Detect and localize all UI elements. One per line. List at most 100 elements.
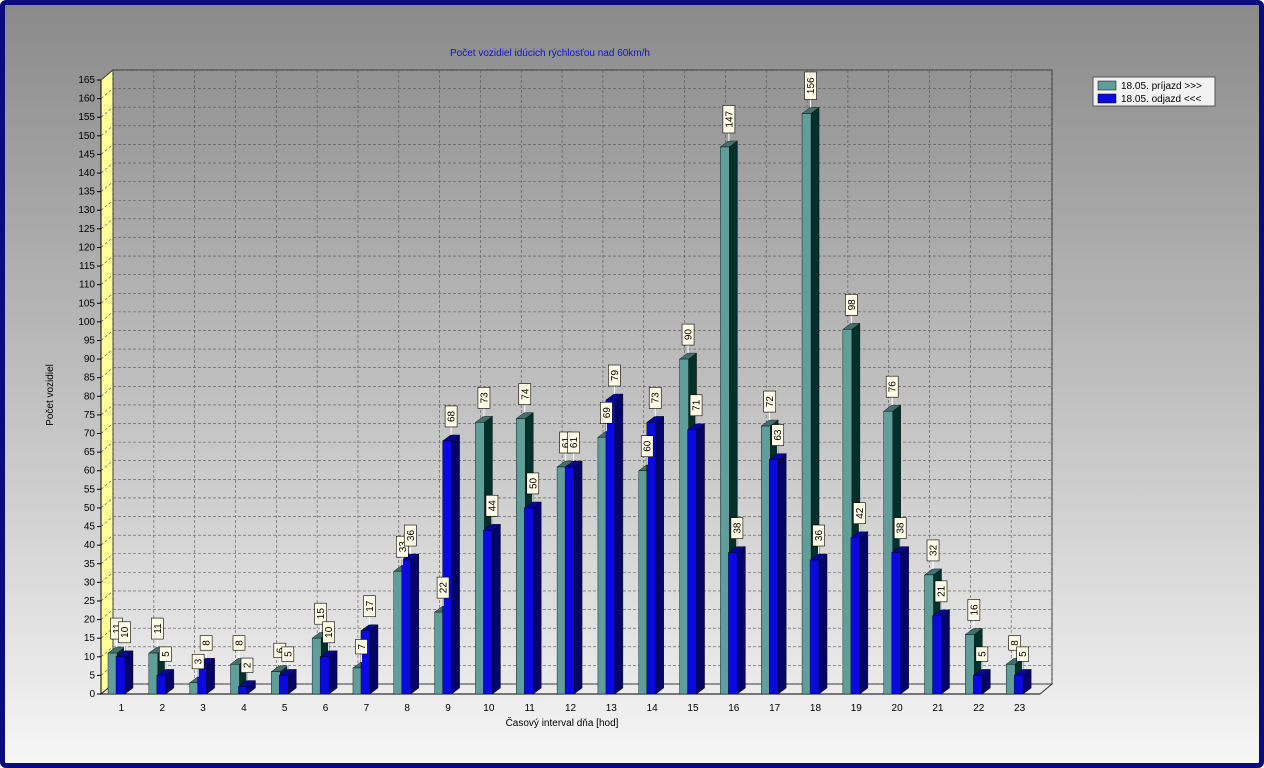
y-tick-label: 70: [84, 429, 96, 440]
bar-front: [230, 664, 240, 695]
gridline-side: [100, 274, 114, 285]
bar-side: [369, 624, 379, 695]
bar-front: [475, 422, 485, 695]
gridline-side: [100, 330, 114, 341]
data-label-text: 15: [316, 608, 327, 620]
data-label-box: [804, 71, 817, 100]
gridline-side: [100, 293, 114, 304]
data-label-box: [689, 394, 703, 417]
y-tick-label: 40: [84, 540, 96, 551]
data-label-text: 10: [120, 626, 131, 638]
data-label-box: [722, 105, 736, 134]
y-tick-label: 65: [84, 447, 96, 458]
data-label-s2-17: 63: [771, 424, 784, 454]
x-tick-label: 1: [119, 703, 125, 714]
bar-front: [605, 399, 616, 695]
data-label-s1-14: 60: [640, 435, 654, 465]
bar-s2-22: [972, 668, 991, 695]
y-tick-label: 45: [84, 522, 96, 533]
bar-side: [573, 460, 583, 695]
data-label-text: 3: [194, 658, 205, 664]
x-tick-label: 17: [769, 703, 781, 714]
x-tick-label: 21: [932, 703, 944, 714]
data-label-box: [240, 657, 254, 673]
bar-front: [924, 574, 934, 695]
x-tick-label: 19: [851, 703, 863, 714]
bar-side: [410, 553, 419, 695]
y-tick-label: 165: [78, 75, 95, 86]
data-label-s2-2: 5: [159, 646, 172, 670]
data-label-s1-3: 3: [191, 654, 205, 677]
y-tick-label: 5: [89, 670, 95, 681]
bar-front: [156, 675, 167, 695]
bar-s2-20: [891, 546, 910, 695]
gridline-side: [100, 348, 114, 360]
bar-s2-9: [442, 434, 461, 695]
bar-front: [932, 615, 942, 695]
bar-front: [401, 559, 411, 695]
bars: [107, 107, 1032, 695]
gridline-side: [100, 125, 114, 137]
y-tick-label: 105: [78, 298, 95, 309]
data-label-s2-14: 73: [648, 387, 662, 417]
bar-side: [614, 393, 624, 695]
bar-side: [941, 609, 950, 695]
data-label-text: 69: [602, 407, 613, 419]
gridline-side: [100, 386, 114, 397]
data-label-text: 10: [324, 626, 335, 638]
x-tick-label: 18: [810, 703, 822, 714]
bar-front: [842, 329, 853, 695]
bar-s2-23: [1013, 668, 1032, 695]
data-label-text: 17: [365, 600, 376, 612]
data-label-s2-18: 36: [812, 524, 825, 555]
gridline-side: [100, 627, 114, 639]
data-label-text: 71: [692, 399, 703, 411]
data-label-box: [845, 294, 858, 316]
gridline-side: [100, 590, 114, 602]
bar-s2-5: [278, 668, 297, 695]
bar-front: [352, 667, 363, 695]
data-label-s2-21: 21: [934, 580, 948, 610]
gridline-side: [100, 218, 114, 230]
bar-front: [965, 634, 975, 695]
data-label-text: 11: [112, 623, 123, 634]
legend-swatch-1: [1097, 80, 1117, 91]
gridline-side: [100, 516, 114, 527]
bar-s2-4: [237, 680, 257, 695]
data-label-text: 5: [977, 651, 988, 657]
data-label-box: [314, 602, 327, 625]
data-label-text: 147: [724, 110, 735, 127]
bar-side: [451, 434, 460, 695]
data-label-box: [281, 646, 295, 662]
data-label-text: 90: [684, 329, 695, 341]
data-label-text: 5: [283, 651, 294, 657]
data-label-s1-13: 69: [600, 401, 613, 432]
bar-side: [492, 523, 501, 695]
x-tick-label: 22: [973, 703, 985, 714]
gridline-side: [100, 441, 114, 453]
data-label-text: 8: [202, 640, 213, 646]
y-tick-label: 110: [79, 280, 95, 291]
data-label-text: 5: [1018, 651, 1029, 657]
data-label-s1-4: 8: [232, 635, 245, 659]
data-label-text: 79: [610, 370, 621, 382]
data-label-text: 38: [896, 522, 907, 534]
bar-side: [328, 650, 338, 695]
x-tick-label: 15: [687, 703, 699, 714]
data-label-s1-17: 72: [763, 390, 776, 421]
bar-front: [319, 656, 330, 695]
plot-back-wall: [112, 69, 1053, 685]
bar-front: [115, 656, 126, 695]
bar-s2-14: [646, 415, 665, 695]
x-tick-label: 13: [606, 703, 618, 714]
data-label-s1-18: 156: [804, 71, 817, 108]
x-tick-label: 3: [200, 703, 206, 714]
data-label-s1-21: 32: [926, 539, 940, 569]
gridline-side: [100, 237, 114, 248]
y-tick-label: 30: [84, 577, 96, 588]
bar-s2-17: [768, 453, 787, 695]
data-label-s2-19: 42: [853, 502, 866, 532]
y-tick-label: 135: [78, 187, 95, 198]
data-label-box: [681, 323, 695, 346]
